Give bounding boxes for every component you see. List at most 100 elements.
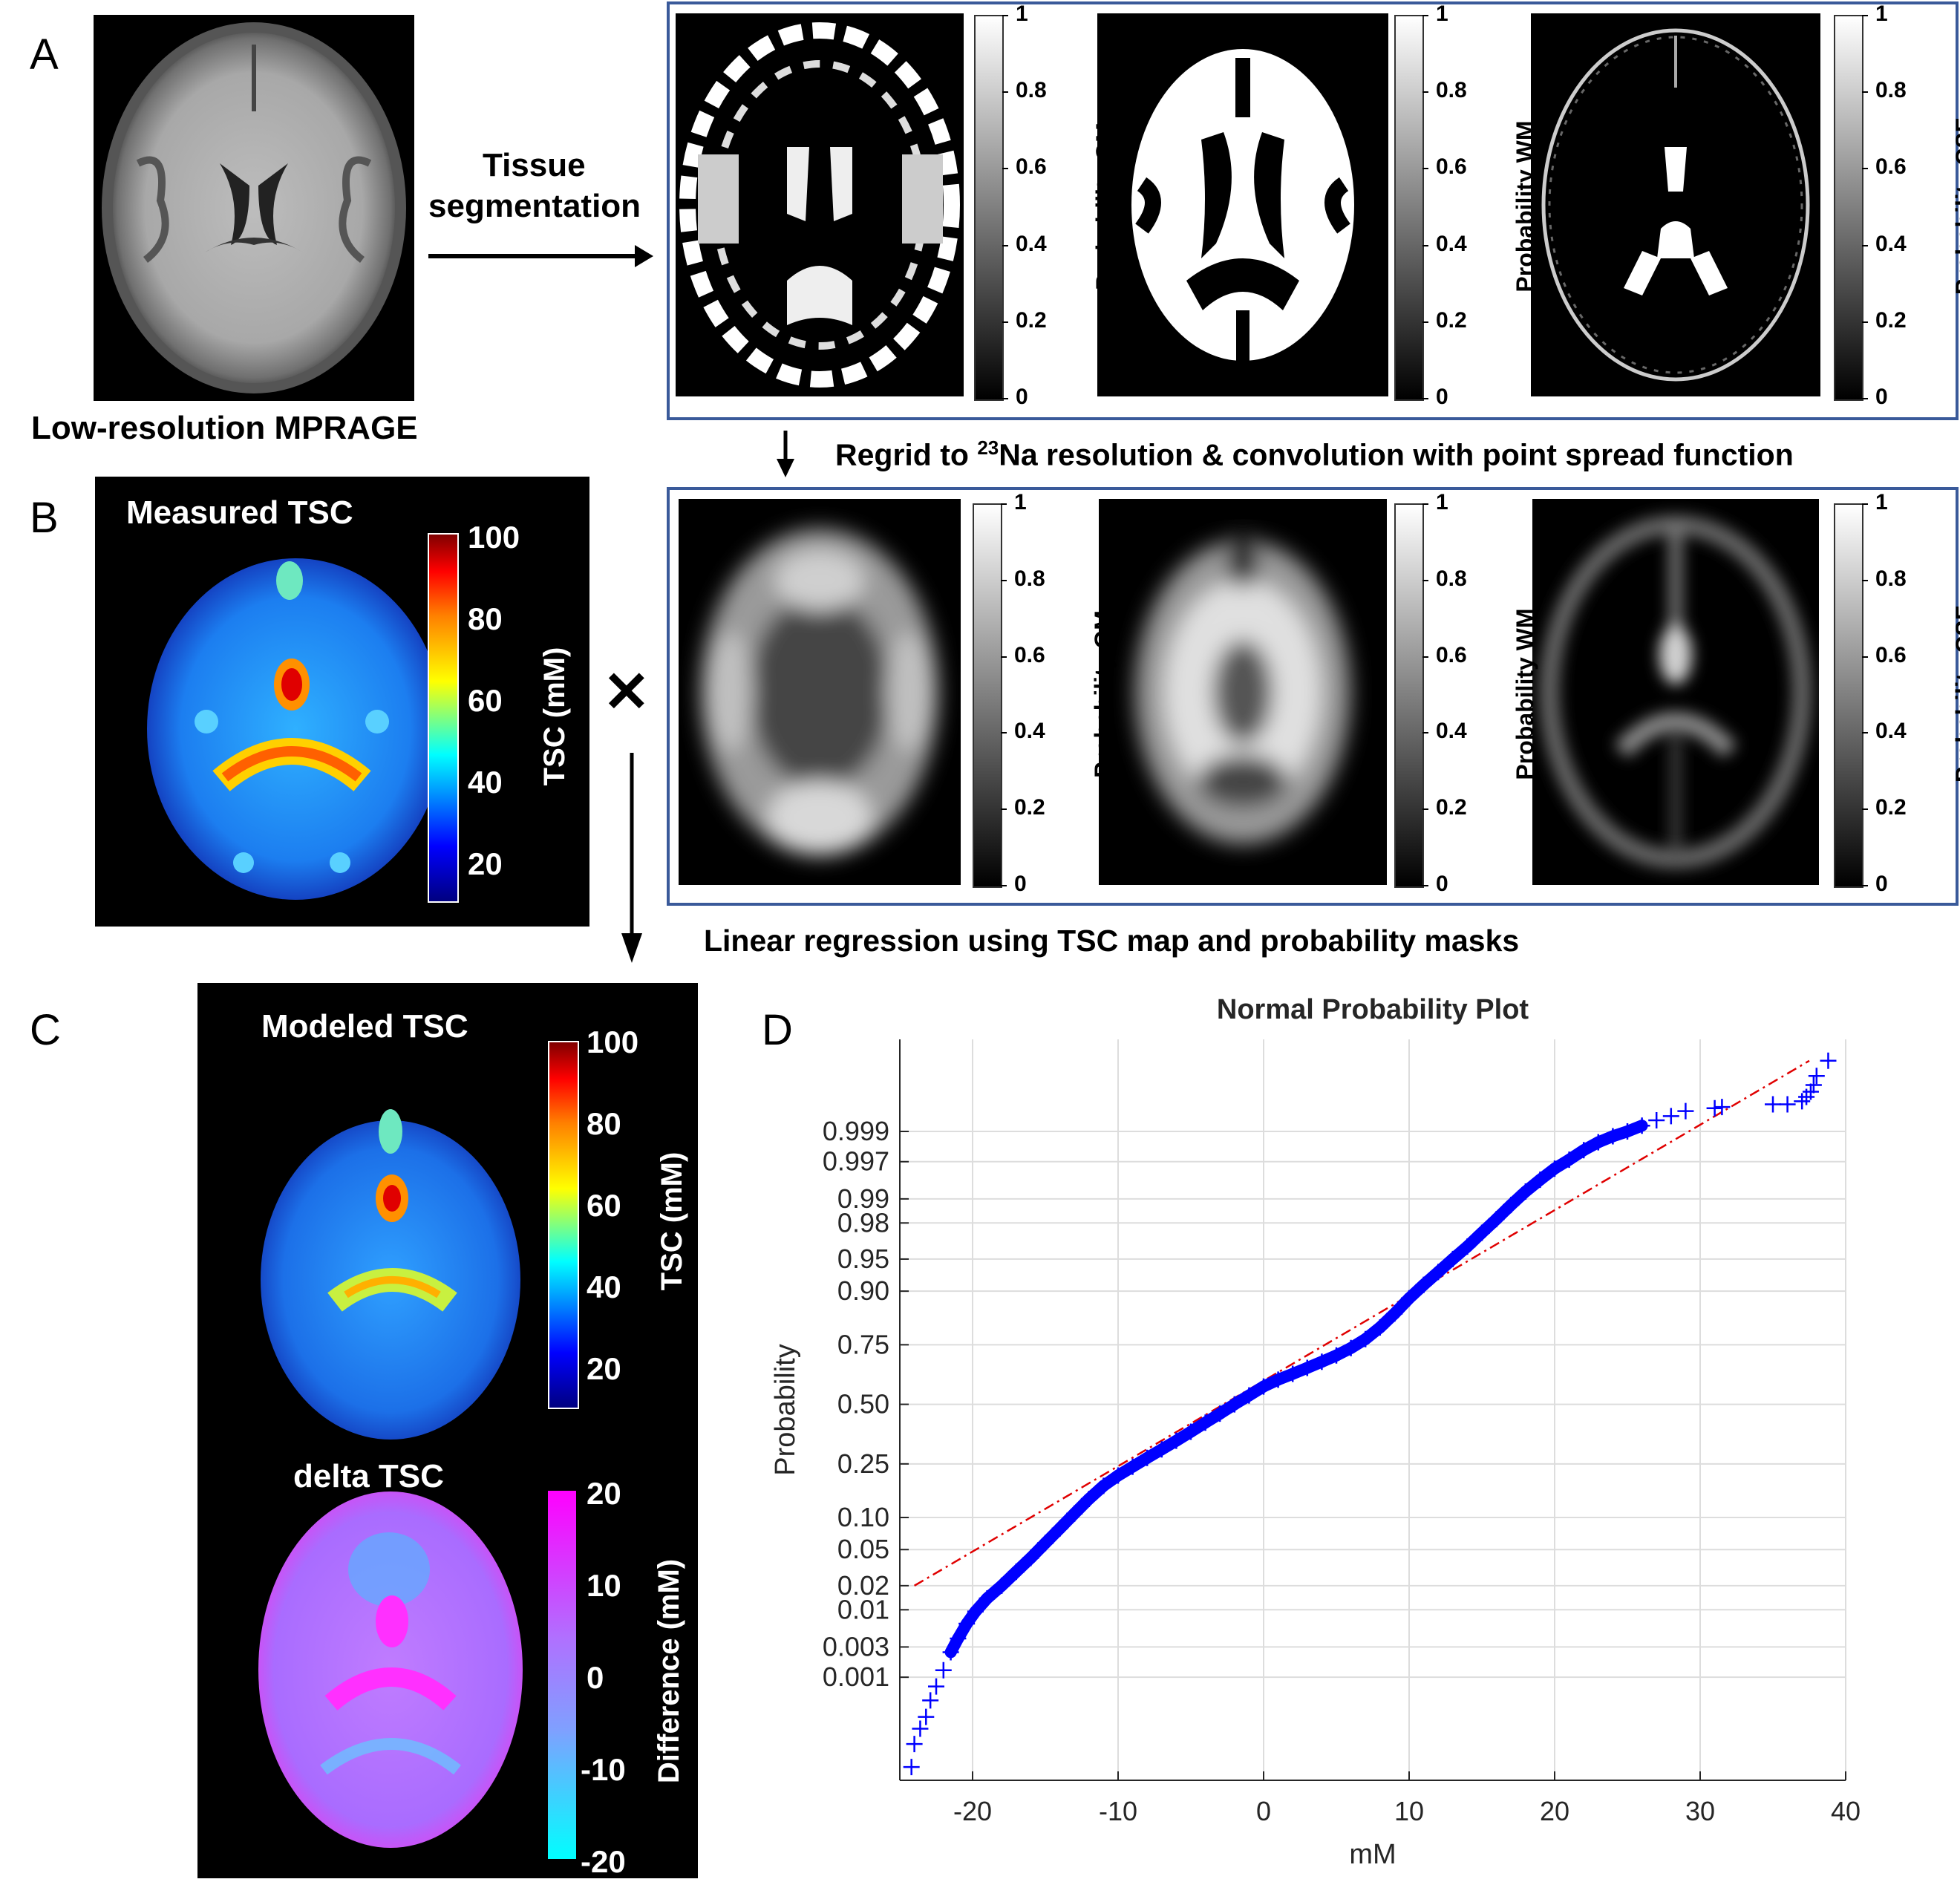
colorbar-tick: 60 <box>587 1188 621 1223</box>
data-point <box>1270 1371 1287 1388</box>
colorbar-tick: 0.2 <box>1436 307 1467 333</box>
data-point <box>1808 1068 1825 1085</box>
y-tick-label: 0.50 <box>837 1389 889 1419</box>
data-point <box>1590 1134 1607 1151</box>
probability-colorbar <box>1394 503 1424 888</box>
y-tick-label: 0.98 <box>837 1207 889 1238</box>
convolved-frame <box>667 487 1959 906</box>
colorbar-tick-mark <box>1422 808 1428 811</box>
regrid-label-post: Na resolution & convolution with point s… <box>999 437 1794 472</box>
probability-colorbar <box>1834 503 1863 888</box>
modeled-tsc-title: Modeled TSC <box>261 1008 468 1045</box>
delta-tsc-title: delta TSC <box>293 1458 444 1494</box>
data-point <box>1779 1096 1796 1113</box>
colorbar-tick: 20 <box>587 1351 621 1386</box>
measured-tsc-colorbar-title: TSC (mM) <box>538 635 575 798</box>
data-point <box>1197 1414 1214 1431</box>
colorbar-tick-mark <box>1002 91 1008 94</box>
colorbar-tick: 1 <box>1436 1 1448 26</box>
data-point <box>1474 1224 1490 1241</box>
panel-letter-c: C <box>30 1006 61 1054</box>
colorbar-tick-mark <box>1862 244 1868 246</box>
colorbar-tick-mark <box>1862 808 1868 811</box>
data-point <box>1153 1441 1170 1458</box>
y-tick-label: 0.90 <box>837 1275 889 1306</box>
delta-tsc-colorbar <box>548 1491 576 1859</box>
data-point <box>1284 1365 1301 1382</box>
colorbar-tick: 0.8 <box>1014 566 1045 591</box>
probability-colorbar-title: Probability WM <box>1512 88 1544 325</box>
colorbar-tick: 0.8 <box>1436 566 1467 591</box>
tissue-seg-label-line2: segmentation <box>428 188 641 224</box>
colorbar-tick: 0.6 <box>1014 642 1045 667</box>
data-point <box>1662 1108 1679 1125</box>
segmentation-frame <box>667 1 1959 420</box>
colorbar-tick-mark <box>1862 398 1868 399</box>
colorbar-tick-mark <box>1001 885 1007 886</box>
x-tick-label: 30 <box>1685 1796 1715 1826</box>
colorbar-tick: 0.6 <box>1436 154 1467 180</box>
probability-colorbar-title: Probability GM <box>1091 88 1124 325</box>
data-point <box>1619 1123 1636 1140</box>
y-tick-label: 0.10 <box>837 1502 889 1532</box>
colorbar-tick-mark <box>1422 321 1428 323</box>
regression-label: Linear regression using TSC map and prob… <box>704 924 1520 958</box>
colorbar-tick-mark <box>1862 579 1868 581</box>
colorbar-tick: -10 <box>581 1752 626 1787</box>
regrid-label: Regrid to 23Na resolution & convolution … <box>835 437 1794 473</box>
colorbar-tick: 0 <box>1875 872 1888 896</box>
colorbar-tick: 0.2 <box>1875 795 1907 820</box>
modeled-tsc-colorbar-title: TSC (mM) <box>656 1140 693 1303</box>
y-tick-label: 0.25 <box>837 1448 889 1479</box>
data-point <box>1255 1378 1272 1395</box>
colorbar-tick: 100 <box>587 1025 639 1059</box>
data-point <box>1183 1423 1199 1440</box>
colorbar-tick: 0.8 <box>1875 78 1907 103</box>
colorbar-tick-mark <box>1422 398 1428 399</box>
probability-colorbar <box>973 503 1002 888</box>
colorbar-tick: 0.6 <box>1016 154 1047 180</box>
gm-convolved-map <box>679 499 961 885</box>
data-point <box>1648 1112 1665 1129</box>
colorbar-tick: 0.2 <box>1016 307 1047 333</box>
colorbar-tick: 0.4 <box>1014 719 1045 744</box>
probability-colorbar-title-text: Probability WM <box>1512 608 1538 780</box>
colorbar-tick-mark <box>1001 503 1007 505</box>
data-point <box>922 1692 939 1709</box>
colorbar-tick: 100 <box>468 520 520 555</box>
colorbar-tick: 0.6 <box>1875 154 1907 180</box>
colorbar-tick-mark <box>1422 656 1428 658</box>
colorbar-tick-mark <box>1862 168 1868 170</box>
x-tick-label: 0 <box>1256 1796 1271 1826</box>
colorbar-tick-mark <box>1862 885 1868 886</box>
probability-colorbar-title: Probability CSF <box>1951 575 1960 813</box>
colorbar-tick-mark <box>1422 579 1428 581</box>
probability-colorbar-title: Probability GM <box>1090 575 1123 813</box>
data-point <box>906 1736 923 1753</box>
data-point <box>912 1720 929 1737</box>
data-point <box>1328 1347 1345 1364</box>
colorbar-tick: 0.4 <box>1875 719 1907 744</box>
modeled-tsc-colorbar-ticks: 100 80 60 40 20 <box>587 1025 661 1425</box>
colorbar-tick: 0.6 <box>1436 642 1467 667</box>
reference-line <box>913 1059 1810 1587</box>
modeled-tsc-colorbar-title-text: TSC (mM) <box>656 1151 688 1291</box>
x-axis-label: mM <box>1349 1839 1396 1870</box>
colorbar-tick-mark <box>1422 91 1428 94</box>
colorbar-tick: 1 <box>1875 490 1888 514</box>
colorbar-tick: 40 <box>468 765 503 800</box>
data-point <box>1401 1290 1417 1307</box>
data-point <box>1633 1117 1650 1134</box>
probability-colorbar <box>1834 15 1863 401</box>
data-band <box>1621 1120 1648 1138</box>
chart-title: Normal Probability Plot <box>1217 994 1529 1025</box>
colorbar-tick-mark <box>1001 656 1007 658</box>
colorbar-tick-mark <box>1422 168 1428 170</box>
data-point <box>918 1708 935 1725</box>
probability-colorbar-title-text: Probability GM <box>1091 122 1118 290</box>
colorbar-tick-mark <box>1862 15 1868 16</box>
data-point <box>993 1577 1010 1594</box>
data-point <box>1095 1477 1112 1494</box>
data-point <box>1051 1520 1068 1537</box>
